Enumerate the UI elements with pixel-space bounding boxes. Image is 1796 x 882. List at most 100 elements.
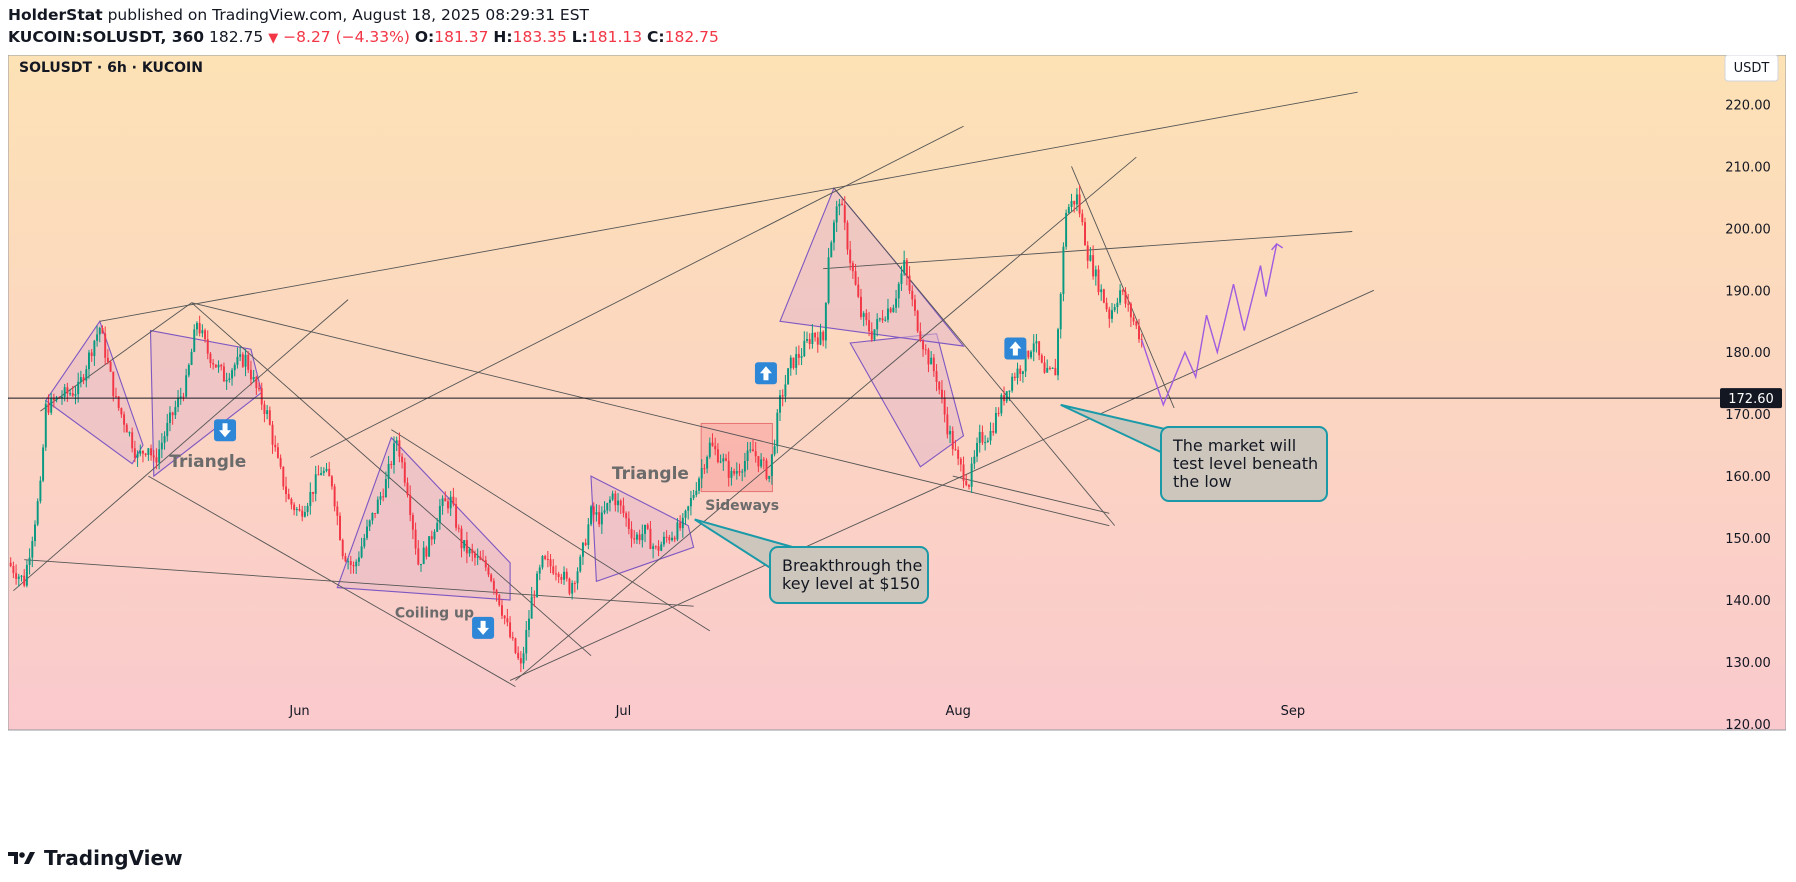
candle-body (1105, 302, 1108, 310)
author-name[interactable]: HolderStat (8, 6, 103, 24)
candle-body (886, 308, 889, 320)
candle-body (398, 440, 401, 457)
candle-body (471, 549, 474, 554)
candle-body (711, 442, 714, 446)
candle-body (830, 242, 833, 258)
candle-body (1070, 200, 1073, 207)
candle-body (517, 652, 520, 659)
candle-body (252, 376, 255, 380)
candle-body (649, 528, 652, 549)
price-tick-label: 120.00 (1725, 718, 1771, 733)
candle-body (619, 500, 622, 506)
candle-body (714, 445, 717, 450)
candle-body (290, 499, 293, 505)
candle-body (285, 486, 287, 495)
candle-body (903, 260, 906, 274)
candle-body (395, 440, 398, 444)
candle-body (314, 474, 317, 494)
candle-body (1073, 200, 1076, 205)
sideways-label: Sideways (705, 498, 779, 514)
candle-body (96, 334, 99, 341)
candle-body (954, 449, 957, 451)
candle-body (55, 397, 58, 401)
price-tick-label: 220.00 (1725, 99, 1771, 114)
arrow-glyph-icon (759, 366, 772, 381)
candle-body (187, 364, 190, 376)
candle-body (1138, 325, 1140, 340)
candle-body (293, 504, 296, 511)
candle-body (282, 466, 285, 487)
candle-body (125, 424, 128, 433)
candle-body (965, 480, 968, 486)
candle-body (506, 618, 509, 623)
candle-body (522, 653, 525, 664)
symbol-line: KUCOIN:SOLUSDT, 360 (8, 28, 205, 46)
candle-body (295, 509, 298, 511)
candle-body (98, 327, 101, 335)
candle-body (1100, 289, 1103, 293)
candle-body (1013, 376, 1016, 379)
candle-body (420, 564, 422, 566)
candle-body (800, 356, 803, 358)
high-value: 183.35 (512, 28, 567, 46)
candle-body (644, 524, 647, 534)
candle-body (225, 379, 228, 382)
candle-body (438, 506, 441, 523)
current-price-label: 172.60 (1728, 392, 1774, 407)
candle-body (347, 561, 350, 563)
candle-body (239, 354, 242, 357)
candle-body (355, 561, 358, 567)
candle-body (109, 362, 112, 372)
candle-body (584, 542, 587, 545)
candle-body (687, 506, 690, 511)
publish-info: HolderStat published on TradingView.com,… (8, 6, 589, 24)
candle-body (120, 408, 123, 415)
low-value: 181.13 (587, 28, 643, 46)
price-tick-label: 140.00 (1725, 594, 1771, 609)
candle-body (79, 377, 82, 382)
trendline (191, 302, 592, 657)
time-tick-label: Sep (1281, 704, 1306, 719)
price-tick-label: 210.00 (1725, 160, 1771, 175)
candle-body (330, 476, 333, 487)
candle-body (409, 495, 412, 516)
candle-body (341, 539, 344, 557)
candle-body (20, 575, 23, 577)
candle-body (406, 482, 409, 496)
candle-body (28, 557, 31, 565)
candle-body (177, 397, 180, 408)
candle-body (716, 449, 719, 463)
candle-body (139, 450, 142, 454)
callout-breakthrough (769, 546, 929, 604)
currency-button[interactable]: USDT (1724, 55, 1779, 82)
candle-body (1035, 341, 1038, 344)
candle-body (762, 459, 765, 461)
candle-body (457, 527, 460, 529)
candle-body (144, 453, 147, 455)
candle-body (549, 559, 552, 567)
candle-body (897, 283, 900, 299)
candle-body (147, 448, 150, 455)
candle-body (571, 583, 574, 594)
price-chart[interactable]: 172.60 Triangle Triangle Coiling up Sideways… (8, 55, 1786, 837)
candle-body (71, 393, 74, 396)
tradingview-logo-icon (8, 852, 35, 864)
candle-body (754, 451, 757, 457)
candle-body (1030, 351, 1032, 358)
candle-body (255, 376, 258, 389)
candle-body (573, 583, 576, 585)
candle-body (989, 430, 992, 441)
candle-body (1116, 302, 1119, 308)
tradingview-logo[interactable]: TradingView (8, 846, 183, 870)
candle-body (779, 395, 781, 413)
candle-body (503, 615, 506, 619)
candle-body (846, 222, 849, 250)
candle-body (922, 340, 925, 350)
candle-body (949, 431, 952, 435)
candle-body (876, 319, 879, 330)
overlay-layer: 172.60 Triangle Triangle Coiling up Sideways… (8, 242, 1782, 639)
candle-body (870, 331, 873, 340)
candle-body (339, 515, 341, 540)
close-label: C: (647, 28, 665, 46)
candle-body (1065, 212, 1068, 247)
